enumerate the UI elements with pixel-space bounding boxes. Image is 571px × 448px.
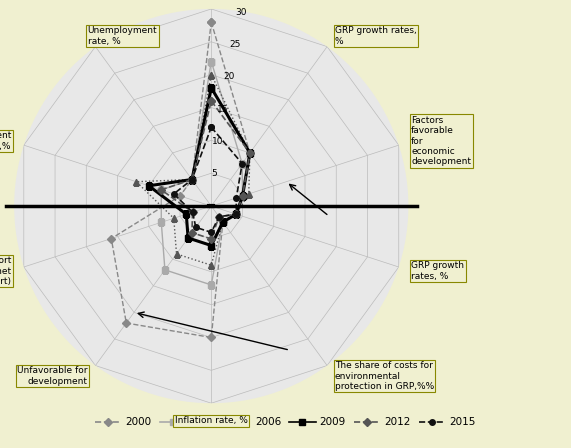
Text: Unemployment
rate, %: Unemployment rate, % bbox=[88, 26, 157, 46]
Text: 30: 30 bbox=[235, 8, 247, 17]
Text: 25: 25 bbox=[230, 40, 241, 49]
Text: The share of costs for
environmental
protection in GRP,%%: The share of costs for environmental pro… bbox=[335, 361, 434, 391]
Text: 20: 20 bbox=[223, 72, 235, 81]
Text: GRP growth
rates, %: GRP growth rates, % bbox=[411, 261, 464, 281]
Text: Unfavorable for
development: Unfavorable for development bbox=[17, 366, 88, 386]
Text: 15: 15 bbox=[218, 105, 229, 114]
Legend: 2000, 2003, 2006, 2009, 2012, 2015: 2000, 2003, 2006, 2009, 2012, 2015 bbox=[91, 413, 480, 431]
Text: 5: 5 bbox=[211, 169, 217, 178]
Text: Net export
share (incl. net
export): Net export share (incl. net export) bbox=[0, 256, 11, 286]
Text: GRP growth rates,
%: GRP growth rates, % bbox=[335, 26, 417, 46]
Text: Factors
favorable
for
economic
development: Factors favorable for economic developme… bbox=[411, 116, 471, 166]
Text: 10: 10 bbox=[211, 137, 223, 146]
Text: Inflation rate, %: Inflation rate, % bbox=[175, 416, 248, 425]
Text: Investment
efficiency,%: Investment efficiency,% bbox=[0, 131, 11, 151]
